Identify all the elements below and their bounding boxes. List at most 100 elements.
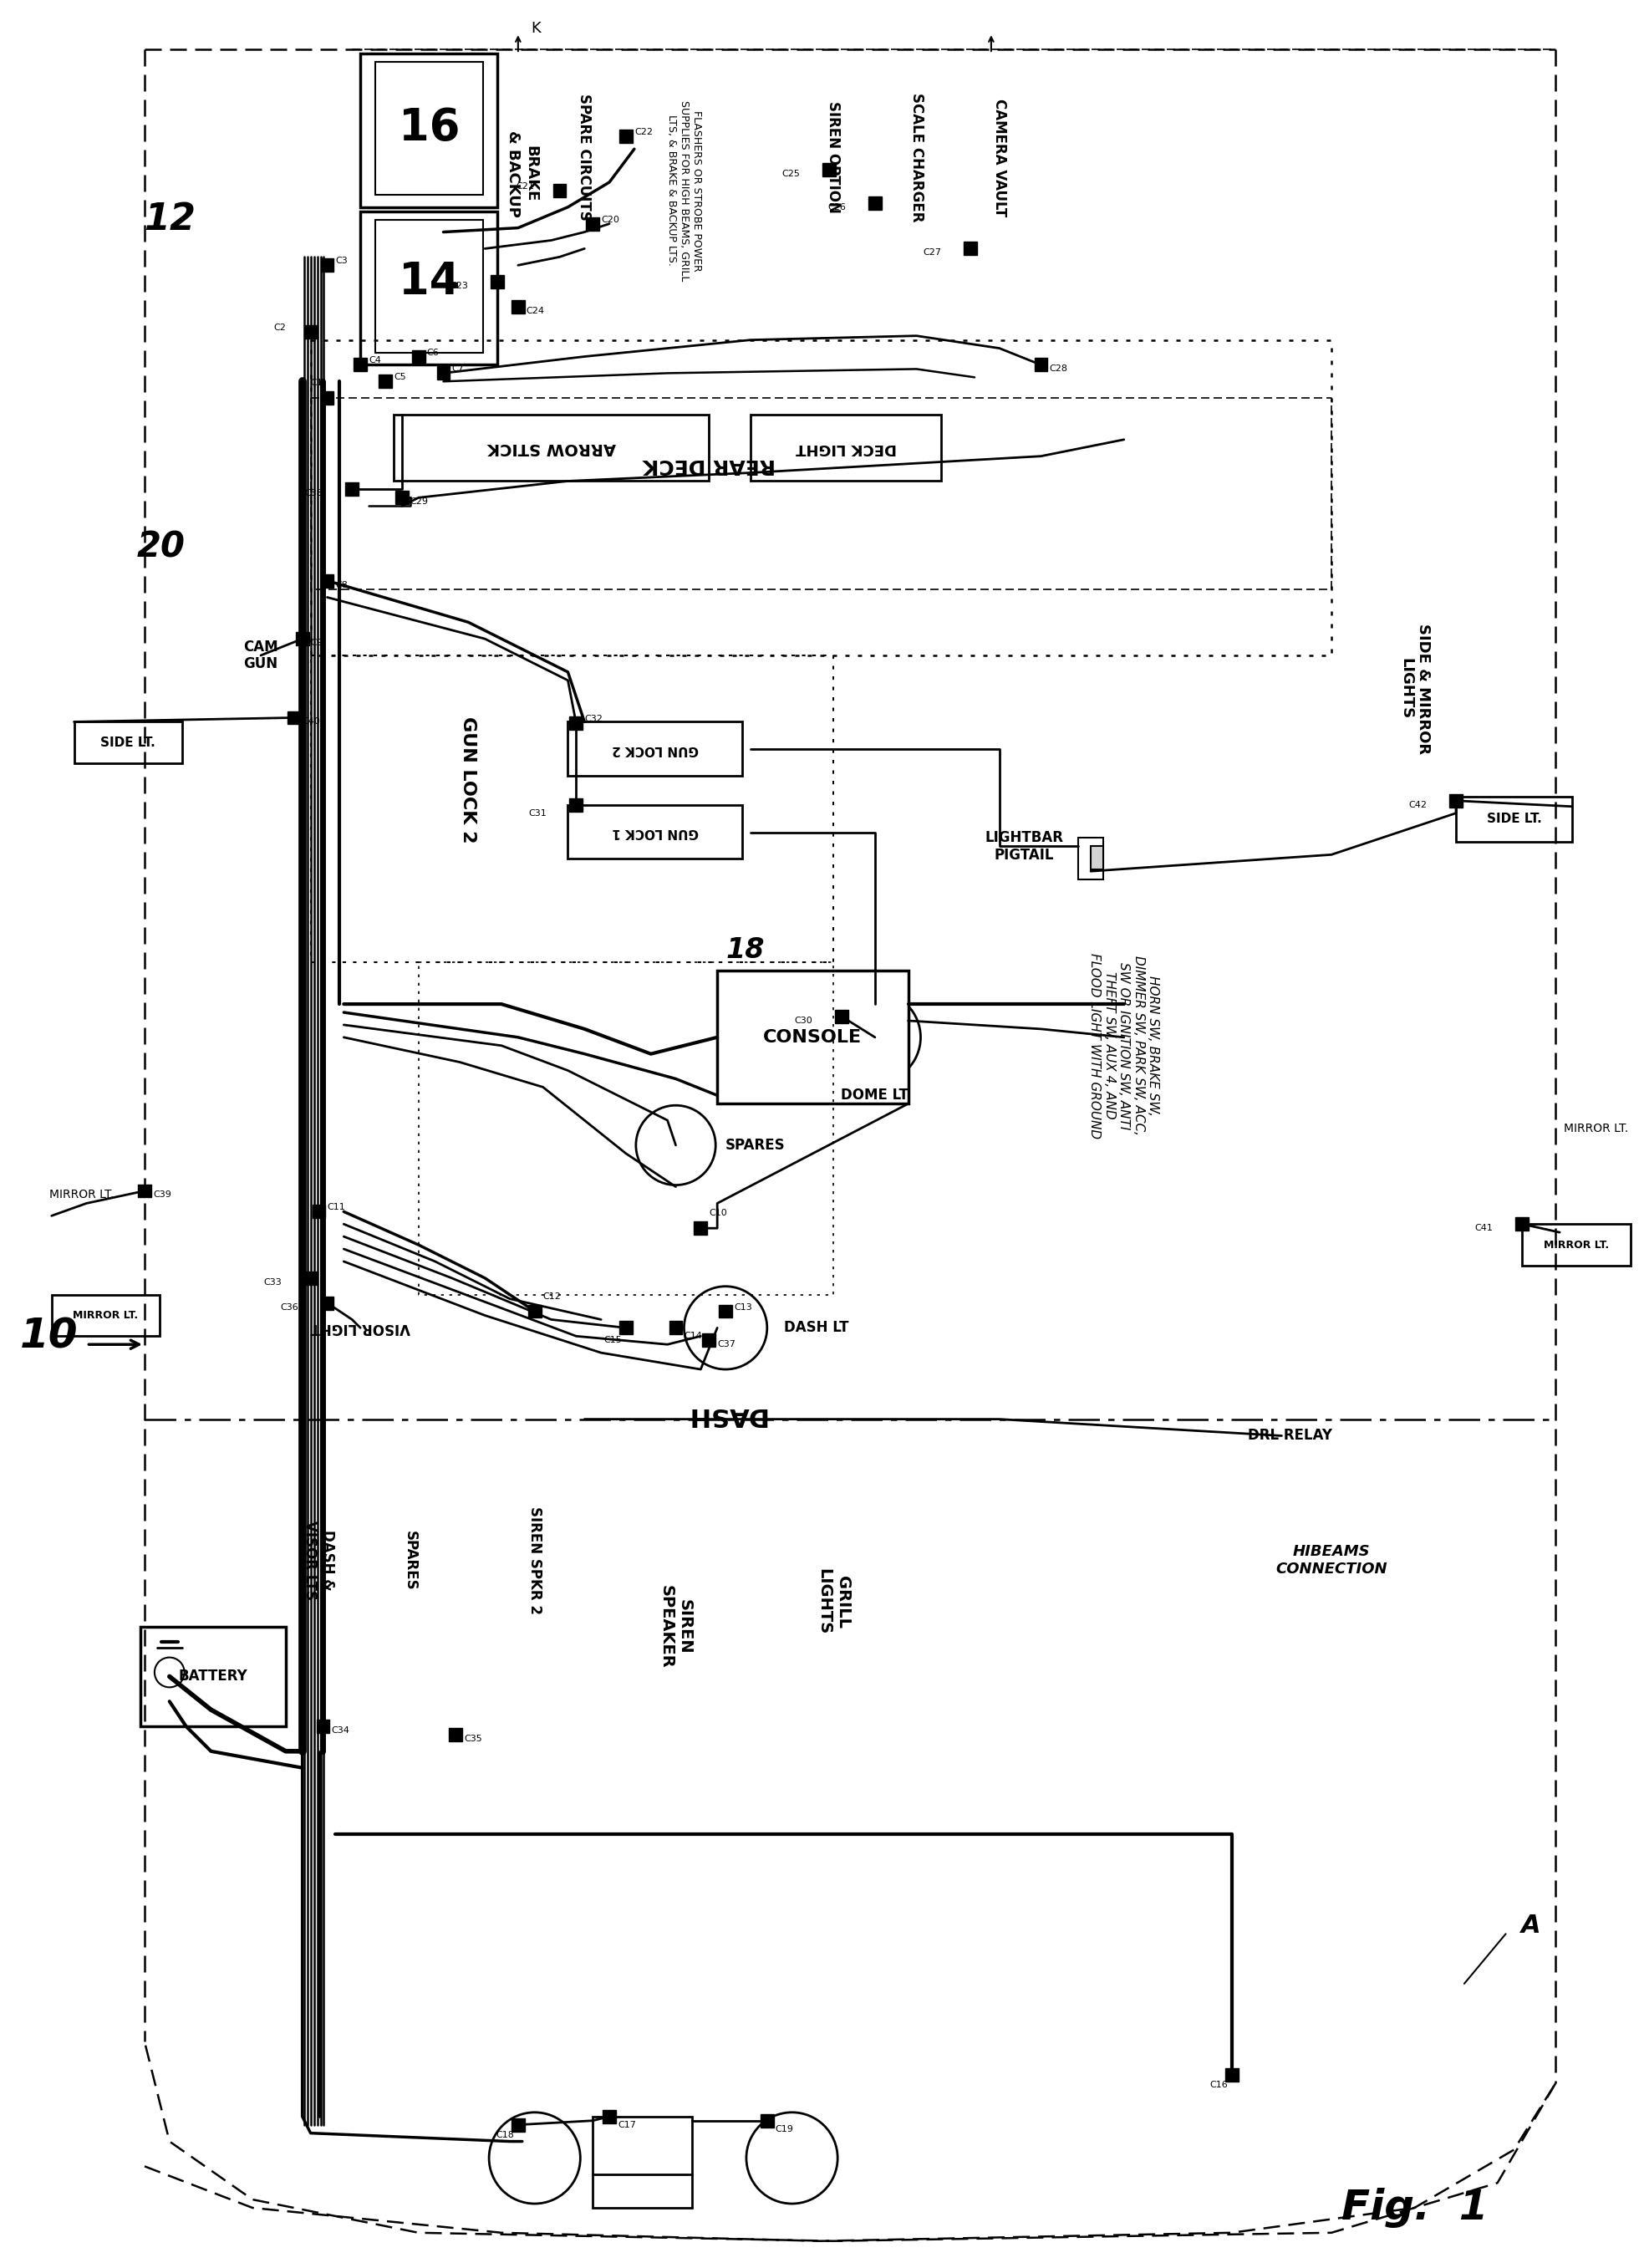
Text: CONSOLE: CONSOLE: [763, 1030, 861, 1046]
Bar: [1516, 1218, 1529, 1232]
Bar: [587, 218, 600, 231]
Bar: [868, 197, 881, 209]
Bar: [321, 574, 334, 587]
Text: C25: C25: [783, 170, 801, 179]
Circle shape: [155, 1658, 184, 1687]
Bar: [1078, 839, 1103, 880]
Text: C19: C19: [776, 2125, 794, 2134]
Bar: [393, 415, 709, 481]
Text: DASH: DASH: [686, 1404, 766, 1427]
Text: SIREN OPTION: SIREN OPTION: [825, 102, 842, 213]
Text: 20: 20: [136, 531, 186, 565]
Bar: [511, 299, 524, 313]
Bar: [528, 1304, 541, 1318]
Bar: [321, 1297, 334, 1309]
Bar: [312, 1204, 326, 1218]
Text: C39: C39: [153, 1191, 171, 1200]
Text: SIDE LT.: SIDE LT.: [1486, 812, 1542, 826]
Bar: [360, 54, 498, 206]
Text: C32: C32: [585, 714, 603, 723]
Text: C5: C5: [393, 374, 406, 381]
Text: C2: C2: [273, 324, 286, 331]
Text: C30: C30: [794, 1016, 812, 1025]
Bar: [1225, 2068, 1238, 2082]
Text: DRL RELAY: DRL RELAY: [1248, 1429, 1332, 1442]
Bar: [304, 1272, 317, 1284]
Text: VISOR LIGHT: VISOR LIGHT: [311, 1320, 411, 1336]
Bar: [567, 721, 741, 776]
Text: SIDE & MIRROR
LIGHTS: SIDE & MIRROR LIGHTS: [1399, 624, 1430, 753]
Bar: [593, 2116, 692, 2207]
Text: BRAKE
& BACKUP: BRAKE & BACKUP: [506, 132, 539, 218]
Text: C10: C10: [709, 1209, 727, 1218]
Circle shape: [829, 991, 921, 1082]
Text: MIRROR LT.: MIRROR LT.: [1563, 1123, 1629, 1134]
Bar: [395, 492, 408, 503]
Text: C20: C20: [602, 215, 620, 225]
Text: C15: C15: [603, 1336, 621, 1345]
Bar: [511, 2118, 524, 2132]
Bar: [669, 1322, 682, 1334]
Text: 16: 16: [398, 107, 460, 150]
Bar: [74, 721, 182, 764]
Text: C35: C35: [464, 1735, 482, 1742]
Text: C6: C6: [427, 349, 439, 356]
Text: C36: C36: [279, 1302, 298, 1311]
Text: C14: C14: [684, 1331, 702, 1340]
Circle shape: [684, 1286, 768, 1370]
Bar: [345, 483, 358, 497]
Bar: [288, 712, 301, 723]
Bar: [378, 374, 391, 388]
Bar: [296, 633, 309, 646]
Text: C26: C26: [827, 202, 847, 211]
Text: C34: C34: [332, 1726, 350, 1735]
Text: C24: C24: [526, 306, 544, 315]
Circle shape: [488, 2112, 580, 2204]
Text: GRILL
LIGHTS: GRILL LIGHTS: [817, 1569, 850, 1635]
Text: C41: C41: [1475, 1225, 1493, 1232]
Text: LIGHTBAR
PIGTAIL: LIGHTBAR PIGTAIL: [985, 830, 1064, 862]
Text: C37: C37: [717, 1340, 735, 1349]
Text: 18: 18: [725, 937, 764, 964]
Text: C18: C18: [495, 2130, 515, 2139]
Text: C21: C21: [516, 181, 534, 191]
Text: C29: C29: [409, 497, 429, 506]
Bar: [353, 358, 367, 372]
Bar: [569, 798, 584, 812]
Text: C22: C22: [635, 129, 653, 136]
Text: GUN LOCK 1: GUN LOCK 1: [612, 826, 699, 839]
Bar: [717, 971, 907, 1105]
Bar: [321, 392, 334, 404]
Text: MIRROR LT.: MIRROR LT.: [49, 1188, 113, 1200]
Text: Fig.  1: Fig. 1: [1342, 2189, 1488, 2227]
Text: SPARES: SPARES: [725, 1139, 786, 1152]
Text: HIBEAMS
CONNECTION: HIBEAMS CONNECTION: [1276, 1545, 1388, 1576]
Text: C13: C13: [733, 1302, 751, 1311]
Text: SPARE CIRCUITS: SPARE CIRCUITS: [577, 93, 592, 220]
Text: C16: C16: [1210, 2080, 1228, 2089]
Bar: [603, 2109, 616, 2123]
Bar: [449, 1728, 462, 1742]
Text: DECK LIGHT: DECK LIGHT: [796, 440, 896, 456]
Text: C7: C7: [452, 365, 464, 374]
Text: SIREN SPKR 2: SIREN SPKR 2: [528, 1506, 543, 1615]
Text: MIRROR LT.: MIRROR LT.: [1544, 1238, 1609, 1250]
Text: REAR DECK: REAR DECK: [643, 454, 776, 474]
Bar: [569, 717, 584, 730]
Circle shape: [636, 1105, 715, 1186]
Bar: [304, 324, 317, 338]
Text: 10: 10: [20, 1315, 79, 1356]
Bar: [963, 243, 977, 256]
Text: A: A: [1521, 1914, 1540, 1937]
Bar: [140, 1626, 286, 1726]
Text: C28: C28: [1049, 365, 1067, 374]
Text: C31: C31: [529, 810, 547, 816]
Bar: [1034, 358, 1047, 372]
Bar: [413, 349, 426, 363]
Bar: [316, 1719, 330, 1733]
Bar: [138, 1184, 151, 1198]
Text: C33: C33: [263, 1277, 281, 1286]
Bar: [490, 274, 505, 288]
Circle shape: [746, 2112, 837, 2204]
Text: C4: C4: [368, 356, 381, 365]
